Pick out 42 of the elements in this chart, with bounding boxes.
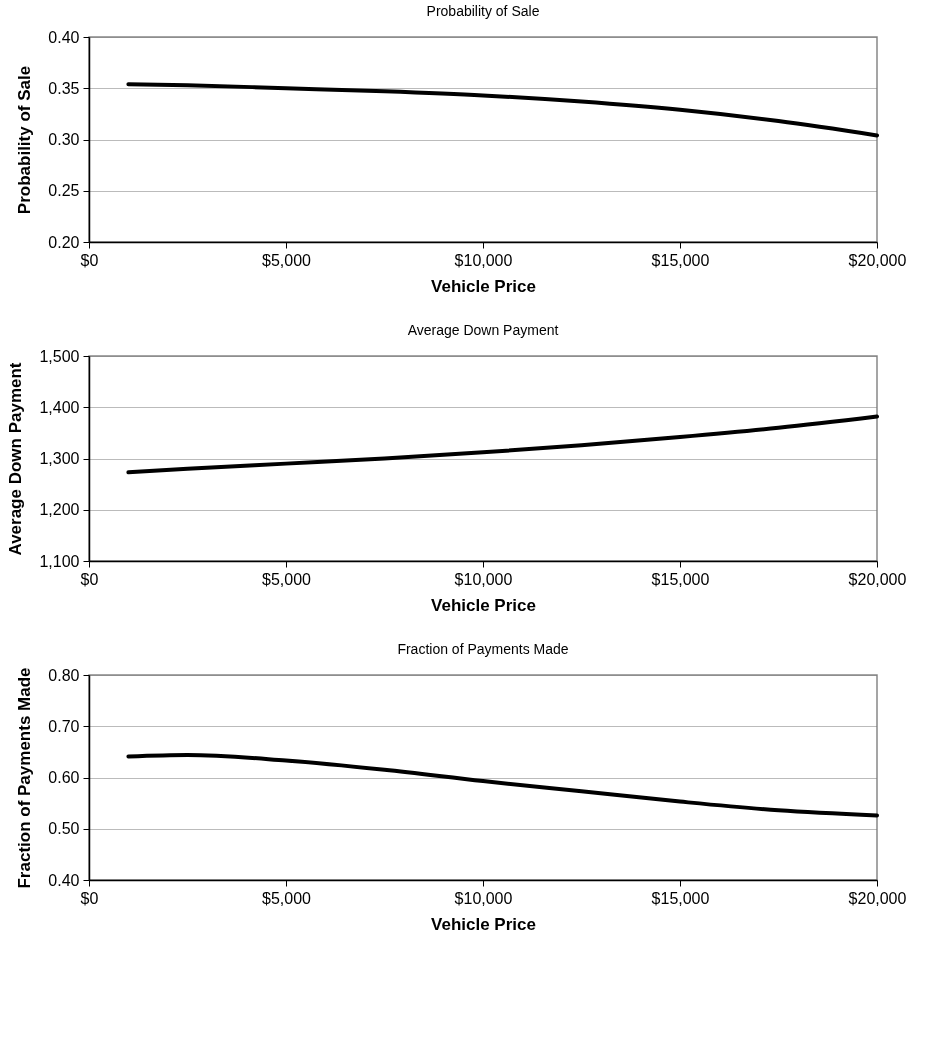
y-tick-label: 0.20	[48, 233, 80, 251]
y-tick-label: 0.50	[48, 820, 80, 838]
x-tick-label: $15,000	[651, 570, 710, 588]
x-tick-label: $5,000	[262, 570, 312, 588]
x-tick-label: $5,000	[262, 889, 312, 907]
y-tick-label: 1,500	[39, 347, 80, 365]
x-axis-title: Vehicle Price	[431, 595, 536, 615]
line-series	[126, 414, 879, 475]
chart-title: Fraction of Payments Made	[397, 640, 569, 657]
x-tick-label: $0	[80, 889, 99, 907]
x-tick-label: $0	[80, 570, 99, 588]
y-tick-label: 0.70	[48, 717, 80, 735]
y-tick-label: 0.35	[48, 79, 80, 97]
y-tick-label: 1,300	[39, 450, 80, 467]
chart-title: Average Down Payment	[407, 322, 559, 338]
x-tick-label: $20,000	[848, 251, 907, 269]
x-tick-label: $15,000	[651, 251, 710, 269]
y-tick-label: 0.60	[48, 769, 80, 786]
y-tick-label: 0.40	[48, 871, 80, 889]
x-tick-label: $10,000	[454, 251, 513, 269]
x-tick-label: $15,000	[651, 889, 710, 907]
x-axis-title: Vehicle Price	[431, 276, 536, 296]
line-series	[126, 82, 879, 138]
chart-title: Probability of Sale	[426, 3, 540, 19]
y-tick-label: 1,400	[39, 398, 80, 416]
x-tick-label: $0	[80, 251, 99, 269]
y-tick-label: 1,100	[39, 552, 80, 570]
y-tick-label: 0.30	[48, 131, 80, 148]
y-tick-label: 0.40	[48, 28, 80, 46]
x-tick-label: $20,000	[848, 889, 907, 907]
x-tick-label: $10,000	[454, 570, 513, 588]
y-tick-label: 0.25	[48, 182, 80, 200]
x-tick-label: $5,000	[262, 251, 312, 269]
y-axis-title: Fraction of Payments Made	[15, 667, 35, 889]
x-tick-label: $10,000	[454, 889, 513, 907]
y-tick-label: 1,200	[39, 501, 80, 519]
y-tick-label: 0.80	[48, 666, 80, 684]
y-axis-title: Average Down Payment	[6, 362, 26, 556]
x-axis-title: Vehicle Price	[431, 914, 536, 934]
y-axis-title: Probability of Sale	[15, 65, 35, 215]
line-series	[126, 752, 879, 818]
x-tick-label: $20,000	[848, 570, 907, 588]
